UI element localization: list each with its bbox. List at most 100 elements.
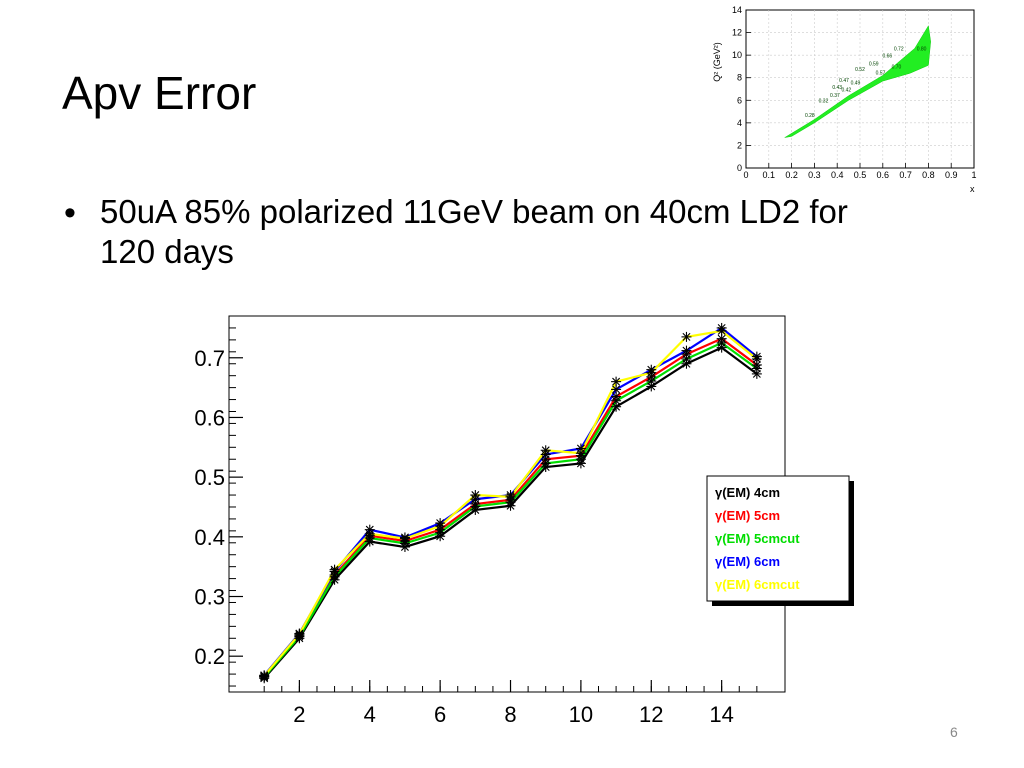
data-point: [611, 376, 622, 387]
data-point: [646, 376, 657, 387]
marker-stroke: [752, 364, 761, 373]
slide-title: Apv Error: [62, 67, 257, 119]
data-point: [716, 337, 727, 348]
inset-ylabel: Q² (GeV²): [712, 42, 722, 82]
inset-annotation: 0.32: [819, 99, 829, 105]
inset-xlabel: x: [970, 184, 975, 194]
legend-entry: γ(EM) 5cm: [715, 508, 780, 523]
marker-stroke: [330, 565, 339, 574]
x-tick-label: 12: [639, 702, 663, 727]
plot-frame: [228, 315, 786, 693]
inset-x-tick-label: 0.1: [763, 170, 776, 180]
inset-x-tick-label: 0: [743, 170, 748, 180]
data-point: [435, 521, 446, 532]
inset-x-tick-label: 0.4: [831, 170, 844, 180]
data-point: [470, 490, 481, 501]
marker-stroke: [682, 332, 691, 341]
legend-box: [706, 475, 850, 602]
inset-annotation: 0.49: [851, 80, 861, 86]
x-tick-label: 14: [709, 702, 733, 727]
data-point: [505, 491, 516, 502]
legend-entry: γ(EM) 5cmcut: [715, 531, 800, 546]
marker-stroke: [612, 377, 621, 386]
inset-annotation: 0.80: [917, 47, 927, 53]
marker-stroke: [471, 502, 480, 511]
marker-stroke: [612, 385, 621, 394]
bullet-text: 50uA 85% polarized 11GeV beam on 40cm LD…: [100, 193, 848, 270]
marker-stroke: [752, 354, 761, 363]
marker-stroke: [365, 529, 374, 538]
inset-y-tick-label: 0: [737, 163, 742, 173]
y-tick-label: 0.5: [194, 465, 225, 490]
y-tick-label: 0.4: [194, 525, 225, 550]
x-tick-label: 6: [434, 702, 446, 727]
inset-annotations: 0.28 0.320.370.420.430.47 0.49 0.52 0.57 0.59…: [805, 47, 927, 120]
inset-y-tick-label: 14: [732, 5, 742, 15]
inset-annotation: 0.43: [832, 85, 842, 91]
chart-legend: γ(EM) 4cm γ(EM) 5cm γ(EM) 5cmcut γ(EM) 6cm γ…: [706, 475, 854, 606]
data-point: [646, 367, 657, 378]
inset-annotation: 0.72: [894, 47, 904, 53]
data-point: [259, 670, 270, 681]
inset-x-tick-label: 0.8: [922, 170, 935, 180]
x-tick-label: 4: [364, 702, 376, 727]
marker-stroke: [682, 354, 691, 363]
legend-entry: γ(EM) 6cm: [715, 554, 780, 569]
inset-annotation: 0.57: [876, 70, 886, 76]
data-point: [751, 353, 762, 364]
data-point: [751, 363, 762, 374]
data-point: [294, 629, 305, 640]
marker-stroke: [506, 492, 515, 501]
inset-x-tick-label: 0.6: [877, 170, 890, 180]
apv-error-chart: 2 4 6 8 10 12 140.20.30.40.50.60.7 γ(EM) 4cmγ(…: [194, 315, 854, 727]
data-point: [435, 527, 446, 538]
inset-coverage-band: [784, 25, 931, 138]
data-point: [364, 528, 375, 539]
inset-annotation: 0.66: [882, 53, 892, 59]
kinematic-coverage-plot: 0.280.320.370.420.430.47 0.490.520.570.59…: [712, 5, 977, 194]
chart-series: [259, 322, 762, 684]
inset-annotation: 0.47: [839, 78, 849, 84]
x-tick-label: 8: [504, 702, 516, 727]
inset-y-tick-label: 2: [737, 140, 742, 150]
data-point: [329, 564, 340, 575]
marker-stroke: [682, 346, 691, 355]
data-point: [681, 345, 692, 356]
inset-y-tick-label: 8: [737, 73, 742, 83]
inset-annotation: 0.70: [892, 65, 902, 71]
y-tick-label: 0.3: [194, 585, 225, 610]
data-point: [681, 353, 692, 364]
x-tick-label: 10: [569, 702, 593, 727]
y-tick-label: 0.6: [194, 405, 225, 430]
marker-stroke: [647, 377, 656, 386]
data-point: [716, 325, 727, 336]
chart-axes: 2 4 6 8 10 12 14 0.2 0.3 0.4 0.5 0.6 0.7: [194, 327, 758, 727]
data-point: [575, 448, 586, 459]
inset-y-tick-label: 12: [732, 28, 742, 38]
marker-stroke: [612, 396, 621, 405]
inset-x-tick-label: 0.5: [854, 170, 867, 180]
marker-stroke: [436, 528, 445, 537]
inset-y-tick-label: 10: [732, 50, 742, 60]
y-tick-label: 0.2: [194, 644, 225, 669]
bullet-marker: •: [64, 194, 76, 232]
data-point: [575, 454, 586, 465]
inset-grid: [746, 10, 974, 168]
marker-stroke: [541, 446, 550, 455]
marker-stroke: [471, 491, 480, 500]
inset-annotation: 0.59: [869, 61, 879, 67]
legend-entry: γ(EM) 4cm: [715, 485, 780, 500]
page-number: 6: [950, 724, 958, 740]
inset-x-tick-label: 1: [971, 170, 976, 180]
marker-stroke: [260, 671, 269, 680]
marker-stroke: [576, 449, 585, 458]
inset-x-tick-label: 0.9: [945, 170, 958, 180]
marker-stroke: [541, 459, 550, 468]
marker-stroke: [717, 326, 726, 335]
data-point: [399, 533, 410, 544]
bullet-item: • 50uA 85% polarized 11GeV beam on 40cm …: [64, 192, 924, 272]
marker-stroke: [612, 402, 621, 411]
data-point: [540, 458, 551, 469]
inset-annotation: 0.42: [841, 87, 851, 93]
